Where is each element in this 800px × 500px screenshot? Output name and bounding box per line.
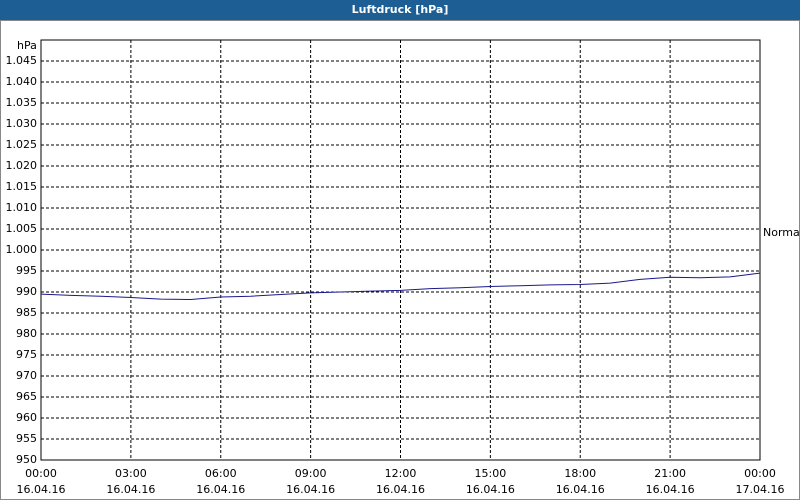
x-tick-label: 16.04.16 <box>556 483 605 496</box>
y-tick-label: 1.045 <box>6 54 38 67</box>
y-tick-label: 960 <box>16 411 37 424</box>
y-tick-label: 1.040 <box>6 75 38 88</box>
x-tick-label: 16.04.16 <box>376 483 425 496</box>
y-tick-label: 1.020 <box>6 159 38 172</box>
y-tick-label: 1.000 <box>6 243 38 256</box>
x-tick-label: 16.04.16 <box>286 483 335 496</box>
x-tick-label: 06:00 <box>205 467 237 480</box>
y-tick-label: 965 <box>16 390 37 403</box>
y-tick-label: 955 <box>16 432 37 445</box>
y-tick-label: 970 <box>16 369 37 382</box>
y-tick-label: 985 <box>16 306 37 319</box>
x-tick-label: 03:00 <box>115 467 147 480</box>
y-tick-label: 1.015 <box>6 180 38 193</box>
x-tick-label: 12:00 <box>385 467 417 480</box>
y-tick-label: 990 <box>16 285 37 298</box>
x-tick-label: 00:00 <box>744 467 776 480</box>
y-tick-label: 950 <box>16 453 37 466</box>
x-tick-label: 17.04.16 <box>736 483 785 496</box>
annotation: Normal <box>763 226 800 239</box>
x-tick-label: 16.04.16 <box>106 483 155 496</box>
x-tick-label: 16.04.16 <box>646 483 695 496</box>
y-tick-label: 1.010 <box>6 201 38 214</box>
y-tick-label: 1.025 <box>6 138 38 151</box>
y-tick-label: 995 <box>16 264 37 277</box>
y-tick-label: 1.005 <box>6 222 38 235</box>
y-tick-label: 980 <box>16 327 37 340</box>
x-tick-label: 18:00 <box>564 467 596 480</box>
x-tick-label: 15:00 <box>475 467 507 480</box>
x-tick-label: 21:00 <box>654 467 686 480</box>
line <box>40 272 761 301</box>
chart-title: Luftdruck [hPa] <box>0 0 800 20</box>
x-tick-label: 16.04.16 <box>17 483 66 496</box>
y-unit: hPa <box>17 39 37 52</box>
y-tick-label: 1.035 <box>6 96 38 109</box>
x-tick-label: 16.04.16 <box>466 483 515 496</box>
x-tick-label: 16.04.16 <box>196 483 245 496</box>
x-tick-label: 09:00 <box>295 467 327 480</box>
y-tick-label: 1.030 <box>6 117 38 130</box>
y-tick-label: 975 <box>16 348 37 361</box>
x-tick-label: 00:00 <box>25 467 57 480</box>
